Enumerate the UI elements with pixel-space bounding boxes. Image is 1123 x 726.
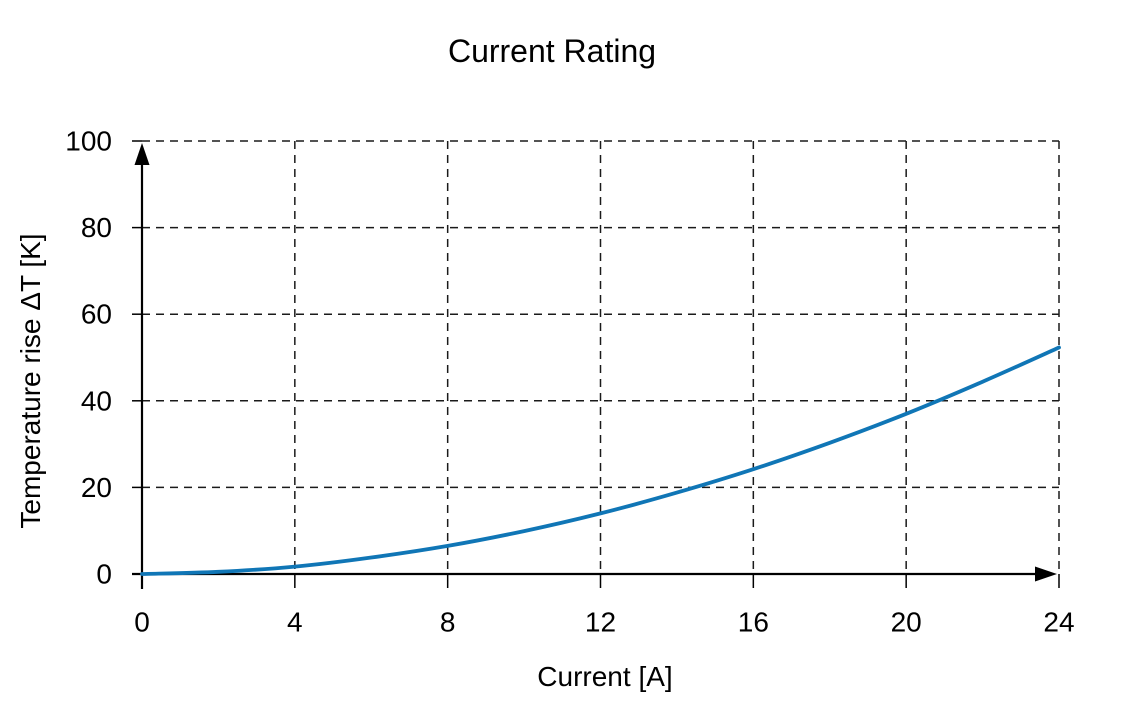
y-tick-label: 80 — [81, 212, 112, 243]
y-tick-label: 100 — [65, 126, 112, 157]
y-tick-label: 0 — [96, 559, 112, 590]
y-tick-label: 40 — [81, 385, 112, 416]
x-axis-label: Current [A] — [537, 661, 672, 692]
x-tick-label: 12 — [585, 607, 616, 638]
x-tick-label: 24 — [1043, 607, 1074, 638]
y-tick-label: 20 — [81, 472, 112, 503]
y-axis-arrow-icon — [134, 143, 150, 165]
tick-label-layer: 0 20 40 60 80 100 0 4 8 12 16 20 24 — [65, 126, 1074, 638]
series-layer — [140, 345, 1061, 576]
x-axis-arrow-icon — [1035, 566, 1057, 582]
axis-layer — [132, 140, 1060, 589]
data-curve-temperature-rise-vs-current — [140, 345, 1061, 576]
x-tick-label: 0 — [134, 607, 150, 638]
x-tick-label: 20 — [891, 607, 922, 638]
x-tick-label: 16 — [738, 607, 769, 638]
chart-title: Current Rating — [448, 33, 656, 69]
x-tick-label: 4 — [287, 607, 303, 638]
grid-layer — [142, 140, 1060, 574]
x-tick-label: 8 — [440, 607, 456, 638]
y-tick-label: 60 — [81, 299, 112, 330]
y-axis-label: Temperature rise ΔT [K] — [15, 233, 46, 528]
